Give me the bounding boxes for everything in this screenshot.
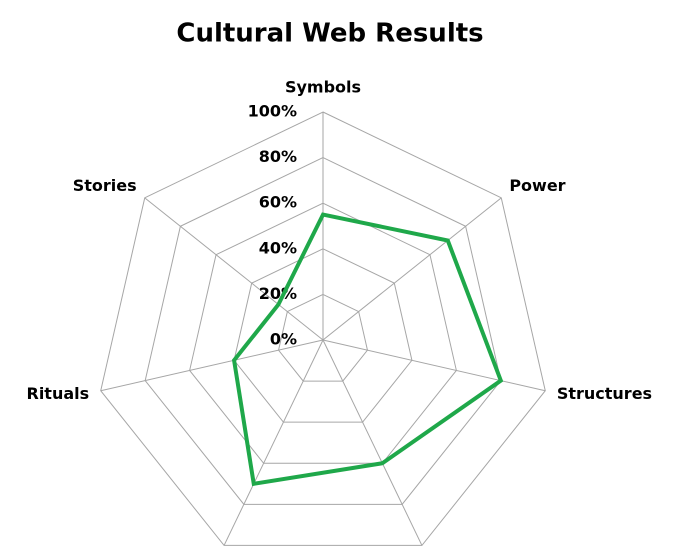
category-label: Stories: [73, 176, 137, 195]
axis-spoke: [322, 339, 546, 392]
grid-ring: [189, 202, 457, 464]
category-label: Controls: [424, 557, 500, 559]
axis-spoke: [322, 339, 423, 546]
axis-spoke: [223, 339, 324, 546]
grid-ring: [100, 111, 546, 546]
y-tick-label: 20%: [259, 284, 297, 303]
y-tick-label: 80%: [259, 147, 297, 166]
grid-ring: [278, 293, 368, 382]
y-tick-label: 100%: [248, 102, 297, 121]
category-label: Routines: [143, 557, 223, 559]
y-tick-label: 40%: [259, 238, 297, 257]
category-label: Symbols: [285, 78, 361, 97]
grid-ring: [144, 157, 502, 505]
category-label: Structures: [557, 384, 652, 403]
y-tick-label: 0%: [270, 330, 297, 349]
category-label: Power: [509, 176, 565, 195]
y-tick-label: 60%: [259, 193, 297, 212]
grid-ring: [233, 248, 413, 423]
axis-spoke: [144, 197, 324, 341]
chart-title: Cultural Web Results: [176, 19, 483, 49]
axis-spoke: [100, 339, 324, 392]
category-label: Rituals: [27, 384, 90, 403]
series-line: [231, 212, 504, 487]
axis-spoke: [322, 197, 502, 341]
